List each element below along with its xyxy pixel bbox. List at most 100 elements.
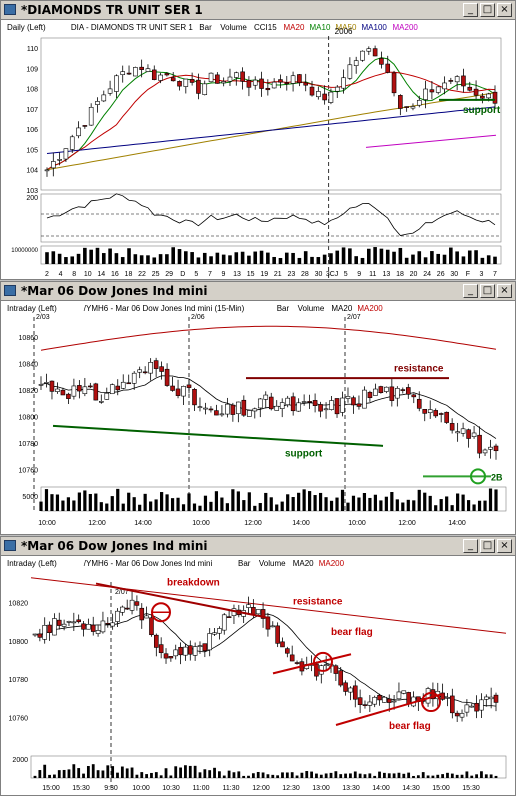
volume-bar — [387, 773, 391, 778]
price-bar — [459, 713, 465, 718]
time-axis-label: 15:30 — [462, 785, 480, 792]
volume-bar — [135, 774, 139, 778]
minimize-button[interactable]: _ — [463, 3, 478, 17]
volume-bar — [360, 257, 365, 264]
day-label: 2/07 — [347, 314, 361, 321]
time-axis-label: 11:30 — [223, 785, 240, 792]
price-bar — [464, 704, 470, 713]
price-bar — [66, 621, 72, 623]
date-axis-label: D — [180, 271, 185, 278]
volume-bar — [240, 251, 245, 264]
price-bar — [120, 71, 126, 75]
volume-bar — [215, 252, 220, 264]
window-titlebar[interactable]: *DIAMONDS TR UNIT SER 1 _ □ × — [1, 1, 515, 20]
ma-legend-label: MA10 — [310, 23, 331, 32]
volume-bar — [62, 769, 66, 778]
close-button[interactable]: × — [497, 284, 512, 298]
volume-bar — [203, 495, 208, 511]
volume-bar — [86, 766, 90, 778]
volume-bar — [412, 500, 416, 511]
price-bar — [280, 641, 285, 648]
volume-bar — [213, 767, 216, 778]
price-bar — [139, 607, 145, 621]
volume-bar — [368, 497, 372, 511]
volume-bar — [436, 774, 440, 778]
window-titlebar[interactable]: *Mar 06 Dow Jones Ind mini _ □ × — [1, 282, 515, 301]
date-axis-label: 19 — [260, 271, 268, 278]
price-bar — [115, 385, 121, 391]
volume-bar — [120, 257, 125, 264]
volume-bar — [461, 256, 466, 264]
price-bar — [356, 403, 362, 407]
volume-bar — [160, 492, 164, 511]
price-bar — [208, 408, 214, 411]
price-bar — [120, 606, 125, 613]
minimize-button[interactable]: _ — [463, 539, 478, 553]
volume-bar — [179, 767, 182, 778]
close-button[interactable]: × — [497, 539, 512, 553]
ma-legend-label: MA100 — [362, 23, 388, 32]
volume-bar — [324, 773, 328, 778]
price-bar — [105, 622, 111, 625]
date-axis-label: 15 — [247, 271, 255, 278]
price-bar — [120, 381, 126, 389]
price-bar — [82, 125, 88, 127]
price-bar — [460, 428, 466, 434]
close-button[interactable]: × — [497, 3, 512, 17]
volume-bar — [51, 251, 56, 264]
volume-bar — [421, 772, 425, 778]
maximize-button[interactable]: □ — [480, 284, 495, 298]
price-bar — [69, 136, 75, 150]
volume-bar — [99, 502, 103, 511]
price-bar — [153, 360, 159, 369]
window-titlebar[interactable]: *Mar 06 Dow Jones Ind mini _ □ × — [1, 537, 515, 556]
price-bar — [131, 372, 137, 384]
volume-bar — [91, 764, 95, 778]
minimize-button[interactable]: _ — [463, 284, 478, 298]
volume-bar — [367, 248, 371, 264]
volume-bar — [423, 492, 427, 511]
price-bar — [396, 691, 402, 700]
volume-bar — [139, 255, 144, 264]
volume-bar — [140, 772, 144, 778]
price-bar — [362, 704, 368, 706]
price-bar — [170, 385, 175, 391]
volume-bar — [127, 248, 131, 264]
price-bar — [493, 694, 499, 703]
price-bar — [483, 696, 489, 700]
price-bar — [348, 687, 353, 693]
price-bar — [329, 400, 334, 410]
price-bar — [294, 662, 300, 664]
bear-flag-circle — [421, 692, 441, 713]
dia-daily-window: *DIAMONDS TR UNIT SER 1 _ □ × Daily (Lef… — [0, 0, 516, 280]
volume-bar — [278, 257, 283, 264]
maximize-button[interactable]: □ — [480, 3, 495, 17]
volume-bar — [297, 492, 301, 511]
volume-bar — [407, 772, 411, 778]
chart-header-item: CCI15 — [254, 23, 277, 32]
date-axis-label: 25 — [152, 271, 160, 278]
cci-axis-label: 200 — [26, 195, 38, 202]
price-bar — [208, 72, 214, 83]
volume-bar — [406, 499, 410, 511]
volume-bar — [53, 774, 56, 778]
volume-axis-label: 5000 — [22, 494, 38, 501]
maximize-button[interactable]: □ — [480, 539, 495, 553]
volume-bar — [480, 771, 483, 778]
price-bar — [246, 604, 251, 608]
price-bar — [129, 599, 135, 611]
volume-bar — [402, 773, 406, 778]
volume-bar — [209, 256, 213, 264]
price-bar — [158, 74, 163, 81]
volume-bar — [247, 255, 251, 264]
price-bar — [177, 81, 182, 87]
price-bar — [303, 82, 309, 86]
price-bar — [372, 48, 378, 57]
volume-bar — [494, 775, 498, 778]
price-bar — [133, 67, 138, 77]
volume-bar — [64, 257, 68, 264]
price-bar — [427, 409, 433, 414]
price-bar — [429, 89, 435, 93]
ma10-line — [46, 57, 496, 171]
volume-bar — [67, 769, 71, 778]
